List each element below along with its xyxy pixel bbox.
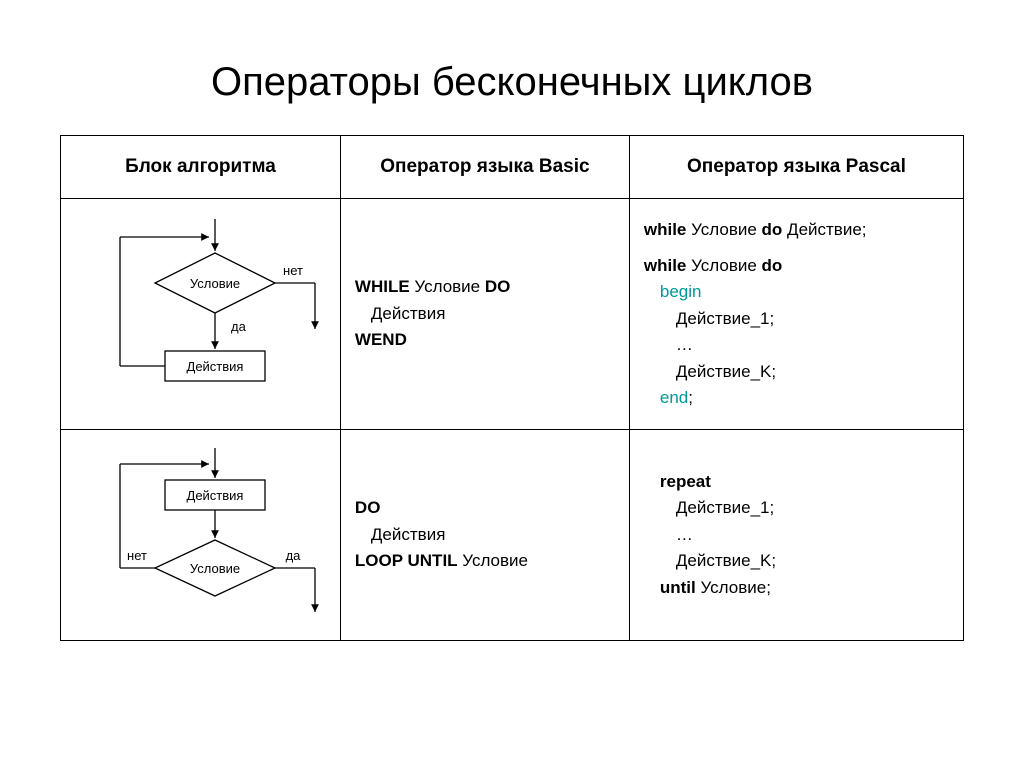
txt: Условие (686, 256, 761, 275)
basic-while-code: WHILE Условие DO Действия WEND (340, 199, 629, 430)
kw-do: DO (355, 498, 381, 517)
header-algorithm: Блок алгоритма (61, 136, 341, 199)
no-label: нет (283, 263, 303, 278)
action-label: Действия (187, 488, 244, 503)
txt: Действие_1; (644, 495, 774, 521)
txt: Действия (355, 301, 445, 327)
pascal-while-code: while Условие do Действие; while Условие… (629, 199, 963, 430)
txt: ; (688, 388, 693, 407)
txt: Условие; (696, 578, 771, 597)
kw-while: while (644, 220, 687, 239)
txt: Действие_1; (644, 306, 774, 332)
pascal-repeat-code: repeat Действие_1; … Действие_K; until У… (629, 430, 963, 641)
kw-do: DO (485, 277, 511, 296)
txt: Действие_K; (644, 548, 776, 574)
flowchart-while: Условие нет да Действия (61, 199, 341, 430)
txt: Условие (458, 551, 528, 570)
condition-label: Условие (190, 276, 240, 291)
txt: … (644, 332, 693, 358)
txt: Действия (355, 522, 445, 548)
txt: Действие; (782, 220, 866, 239)
kw-wend: WEND (355, 330, 407, 349)
yes-label: да (231, 319, 247, 334)
action-label: Действия (187, 359, 244, 374)
kw-until: until (660, 578, 696, 597)
txt: Условие (686, 220, 761, 239)
no-label: нет (127, 548, 147, 563)
basic-do-code: DO Действия LOOP UNTIL Условие (340, 430, 629, 641)
txt: Условие (410, 277, 485, 296)
page-title: Операторы бесконечных циклов (60, 60, 964, 105)
table-row: Действия Условие да нет (61, 430, 964, 641)
flowchart-repeat: Действия Условие да нет (61, 430, 341, 641)
header-pascal: Оператор языка Pascal (629, 136, 963, 199)
kw-while: while (644, 256, 687, 275)
kw-do: do (762, 220, 783, 239)
yes-label: да (286, 548, 302, 563)
kw-do: do (762, 256, 783, 275)
kw-end: end (660, 388, 688, 407)
kw-while: WHILE (355, 277, 410, 296)
kw-loop-until: LOOP UNTIL (355, 551, 458, 570)
operators-table: Блок алгоритма Оператор языка Basic Опер… (60, 135, 964, 641)
kw-begin: begin (644, 279, 702, 305)
table-header-row: Блок алгоритма Оператор языка Basic Опер… (61, 136, 964, 199)
txt: … (644, 522, 693, 548)
txt: Действие_K; (644, 359, 776, 385)
table-row: Условие нет да Действия (61, 199, 964, 430)
condition-label: Условие (190, 561, 240, 576)
kw-repeat: repeat (644, 469, 711, 495)
header-basic: Оператор языка Basic (340, 136, 629, 199)
